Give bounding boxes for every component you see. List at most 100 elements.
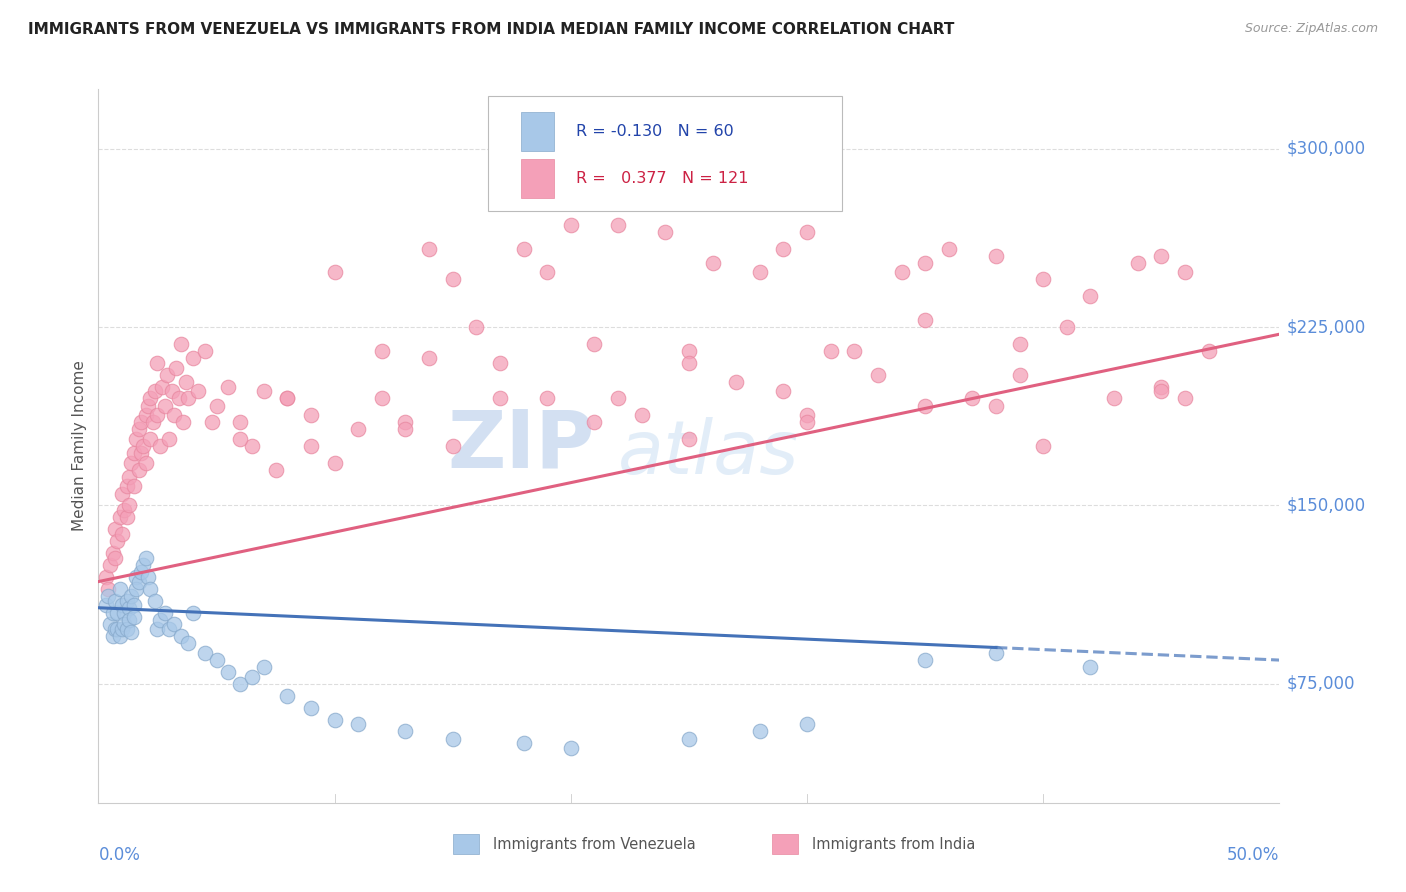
Text: $300,000: $300,000	[1286, 140, 1365, 158]
Text: ZIP: ZIP	[447, 407, 595, 485]
Point	[607, 392, 630, 406]
Point	[702, 256, 724, 270]
Point	[441, 439, 464, 453]
Point	[160, 384, 183, 399]
Point	[143, 593, 166, 607]
Point	[229, 677, 252, 691]
Point	[796, 717, 818, 731]
Text: R = -0.130   N = 60: R = -0.130 N = 60	[575, 124, 734, 139]
Point	[101, 629, 124, 643]
Point	[115, 593, 138, 607]
Point	[135, 456, 157, 470]
FancyBboxPatch shape	[453, 834, 478, 855]
Point	[229, 415, 252, 429]
Text: Source: ZipAtlas.com: Source: ZipAtlas.com	[1244, 22, 1378, 36]
Point	[136, 570, 159, 584]
Point	[135, 550, 157, 565]
Point	[264, 463, 287, 477]
Point	[299, 439, 322, 453]
Point	[1102, 392, 1125, 406]
Point	[748, 724, 770, 739]
Text: $75,000: $75,000	[1286, 675, 1355, 693]
Point	[323, 265, 346, 279]
Point	[607, 218, 630, 232]
Point	[512, 242, 534, 256]
Point	[1008, 336, 1031, 351]
Point	[844, 343, 866, 358]
Point	[97, 582, 120, 596]
Point	[772, 242, 794, 256]
Point	[129, 446, 152, 460]
Y-axis label: Median Family Income: Median Family Income	[72, 360, 87, 532]
Point	[111, 527, 134, 541]
Point	[156, 368, 179, 382]
Point	[136, 399, 159, 413]
Point	[394, 422, 416, 436]
Point	[1056, 320, 1078, 334]
Point	[139, 582, 162, 596]
Point	[1198, 343, 1220, 358]
Text: 0.0%: 0.0%	[98, 846, 141, 863]
FancyBboxPatch shape	[772, 834, 797, 855]
Point	[1032, 272, 1054, 286]
Point	[146, 356, 169, 370]
Point	[1174, 265, 1197, 279]
Point	[1080, 660, 1102, 674]
Point	[796, 415, 818, 429]
Point	[201, 415, 224, 429]
Point	[240, 439, 263, 453]
Point	[167, 392, 190, 406]
Point	[125, 570, 148, 584]
Point	[163, 617, 186, 632]
Point	[157, 622, 180, 636]
Point	[149, 439, 172, 453]
Point	[347, 422, 370, 436]
Point	[111, 599, 134, 613]
Text: Immigrants from India: Immigrants from India	[811, 837, 976, 852]
Point	[121, 589, 143, 603]
Point	[441, 731, 464, 746]
Point	[153, 399, 176, 413]
Point	[512, 736, 534, 750]
Point	[583, 415, 606, 429]
Point	[323, 456, 346, 470]
Point	[104, 622, 127, 636]
Point	[105, 606, 128, 620]
Point	[217, 379, 239, 393]
Point	[118, 470, 141, 484]
Point	[914, 399, 936, 413]
Point	[101, 606, 124, 620]
Point	[122, 446, 145, 460]
Point	[125, 432, 148, 446]
Point	[111, 486, 134, 500]
Point	[654, 225, 676, 239]
Point	[630, 408, 652, 422]
Point	[1080, 289, 1102, 303]
Point	[560, 741, 582, 756]
Point	[890, 265, 912, 279]
Point	[181, 606, 204, 620]
Point	[217, 665, 239, 679]
Text: IMMIGRANTS FROM VENEZUELA VS IMMIGRANTS FROM INDIA MEDIAN FAMILY INCOME CORRELAT: IMMIGRANTS FROM VENEZUELA VS IMMIGRANTS …	[28, 22, 955, 37]
Point	[98, 558, 121, 572]
FancyBboxPatch shape	[522, 159, 554, 198]
Point	[796, 225, 818, 239]
Point	[253, 660, 276, 674]
Point	[772, 384, 794, 399]
Point	[104, 522, 127, 536]
Point	[394, 724, 416, 739]
FancyBboxPatch shape	[522, 112, 554, 151]
Point	[276, 689, 298, 703]
Point	[299, 700, 322, 714]
Point	[98, 617, 121, 632]
Point	[125, 582, 148, 596]
Point	[122, 599, 145, 613]
Point	[104, 550, 127, 565]
Point	[323, 713, 346, 727]
Point	[115, 510, 138, 524]
Point	[678, 731, 700, 746]
Point	[536, 265, 558, 279]
Point	[112, 617, 135, 632]
Point	[441, 272, 464, 286]
Point	[108, 582, 131, 596]
